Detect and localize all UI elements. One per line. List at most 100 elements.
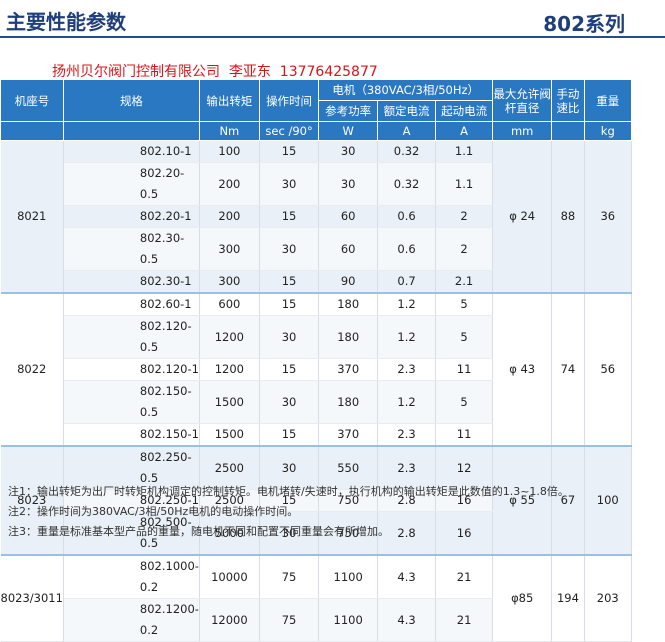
rated-cell: 0.32 bbox=[377, 140, 437, 163]
group-8022: 8022 802.60-1 600 15 180 1.2 5 φ 43 74 5… bbox=[0, 292, 633, 447]
power-cell: 180 bbox=[318, 380, 379, 424]
rated-cell: 4.3 bbox=[377, 598, 437, 642]
table-row: 802.250-1 2500 15 750 2.8 16 bbox=[1, 489, 632, 512]
spec-cell: 802.120-0.5 bbox=[63, 315, 200, 359]
time-cell: 15 bbox=[259, 270, 320, 294]
group-8023: 8023 802.250-0.5 2500 30 550 2.3 12 φ 55… bbox=[0, 445, 633, 556]
spec-cell: 802.150-1 bbox=[63, 423, 200, 447]
spec-cell: 802.120-1 bbox=[63, 358, 200, 381]
time-cell: 15 bbox=[259, 489, 320, 512]
unit-ratio bbox=[551, 121, 585, 141]
start-cell: 5 bbox=[435, 315, 494, 359]
header-time: 操作时间 bbox=[258, 79, 320, 122]
header-rated-current: 额定电流 bbox=[377, 100, 437, 122]
rated-cell: 1.2 bbox=[377, 380, 437, 424]
torque-cell: 300 bbox=[199, 227, 260, 271]
unit-spec bbox=[62, 121, 200, 141]
rated-cell: 4.3 bbox=[377, 554, 437, 599]
start-cell: 16 bbox=[435, 489, 494, 512]
torque-cell: 200 bbox=[199, 162, 260, 206]
torque-cell: 1500 bbox=[199, 380, 260, 424]
torque-cell: 2500 bbox=[199, 445, 260, 490]
rated-cell: 2.3 bbox=[377, 445, 437, 490]
rated-cell: 0.7 bbox=[377, 270, 437, 294]
performance-table: 机座号 规格 输出转矩 操作时间 电机（380VAC/3相/50Hz） 最大允许… bbox=[0, 79, 633, 642]
model-cell: 8022 bbox=[0, 292, 64, 447]
model-cell: 8023 bbox=[0, 445, 64, 556]
start-cell: 5 bbox=[435, 380, 494, 424]
power-cell: 370 bbox=[318, 423, 379, 447]
spec-cell: 802.1200-0.2 bbox=[63, 598, 200, 642]
header-power: 参考功率 bbox=[318, 100, 379, 122]
torque-cell: 1500 bbox=[199, 423, 260, 447]
unit-weight: kg bbox=[583, 121, 633, 141]
torque-cell: 10000 bbox=[199, 554, 260, 599]
unit-model bbox=[0, 121, 64, 141]
table-row: 8023 802.250-0.5 2500 30 550 2.3 12 φ 55… bbox=[0, 445, 633, 556]
unit-rated: A bbox=[377, 121, 437, 141]
table-row: 802.150-0.5 1500 30 180 1.2 5 bbox=[1, 380, 632, 424]
torque-cell: 12000 bbox=[199, 598, 260, 642]
header-motor: 电机（380VAC/3相/50Hz） bbox=[318, 79, 494, 101]
time-cell: 75 bbox=[259, 554, 320, 599]
power-cell: 750 bbox=[318, 489, 379, 512]
unit-stem: mm bbox=[492, 121, 553, 141]
time-cell: 15 bbox=[259, 205, 320, 228]
series-label: 802系列 bbox=[543, 12, 625, 36]
start-cell: 1.1 bbox=[435, 162, 494, 206]
rated-cell: 1.2 bbox=[377, 292, 437, 316]
spec-cell: 802.250-0.5 bbox=[63, 445, 200, 490]
power-cell: 1100 bbox=[318, 554, 379, 599]
table-row: 802.120-0.5 1200 30 180 1.2 5 bbox=[1, 315, 632, 359]
spec-cell: 802.150-0.5 bbox=[63, 380, 200, 424]
header-spec: 规格 bbox=[62, 79, 200, 122]
header-start-current: 起动电流 bbox=[435, 100, 494, 122]
rated-cell: 2.3 bbox=[377, 358, 437, 381]
power-cell: 180 bbox=[318, 292, 379, 316]
torque-cell: 600 bbox=[199, 292, 260, 316]
table-row: 8023/3011 802.1000-0.2 10000 75 1100 4.3… bbox=[0, 554, 633, 642]
torque-cell: 1200 bbox=[199, 358, 260, 381]
unit-power: W bbox=[318, 121, 379, 141]
start-cell: 21 bbox=[435, 598, 494, 642]
rated-cell: 0.6 bbox=[377, 227, 437, 271]
unit-time: sec /90° bbox=[258, 121, 320, 141]
spec-cell: 802.30-1 bbox=[63, 270, 200, 294]
start-cell: 21 bbox=[435, 554, 494, 599]
footnotes: 注1：输出转矩为出厂时转矩机构调定的控制转矩。电机堵转/失速时，执行机构的输出转… bbox=[8, 482, 569, 542]
stem-cell: φ 55 bbox=[492, 445, 553, 556]
torque-cell: 300 bbox=[199, 270, 260, 294]
start-cell: 1.1 bbox=[435, 140, 494, 163]
time-cell: 15 bbox=[259, 423, 320, 447]
rated-cell: 2.8 bbox=[377, 489, 437, 512]
torque-cell: 2500 bbox=[199, 489, 260, 512]
power-cell: 30 bbox=[318, 162, 379, 206]
weight-cell: 100 bbox=[584, 445, 633, 556]
header-stem: 最大允许阀杆直径 bbox=[492, 79, 553, 122]
header-divider bbox=[0, 36, 665, 38]
power-cell: 1100 bbox=[318, 598, 379, 642]
ratio-cell: 74 bbox=[551, 292, 585, 447]
table-row: 802.120-1 1200 15 370 2.3 11 bbox=[1, 358, 632, 381]
model-cell: 8021 bbox=[0, 140, 64, 294]
time-cell: 75 bbox=[259, 598, 320, 642]
power-cell: 550 bbox=[318, 445, 379, 490]
weight-cell: 56 bbox=[584, 292, 633, 447]
time-cell: 30 bbox=[259, 445, 320, 490]
table-row: 802.30-1 300 15 90 0.7 2.1 bbox=[1, 270, 632, 294]
start-cell: 2 bbox=[435, 227, 494, 271]
start-cell: 2.1 bbox=[435, 270, 494, 294]
unit-torque: Nm bbox=[198, 121, 260, 141]
stem-cell: φ 43 bbox=[492, 292, 553, 447]
rated-cell: 2.3 bbox=[377, 423, 437, 447]
time-cell: 15 bbox=[259, 292, 320, 316]
spec-cell: 802.20-1 bbox=[63, 205, 200, 228]
time-cell: 15 bbox=[259, 140, 320, 163]
start-cell: 12 bbox=[435, 445, 494, 490]
start-cell: 5 bbox=[435, 292, 494, 316]
spec-cell: 802.60-1 bbox=[63, 292, 200, 316]
time-cell: 15 bbox=[259, 358, 320, 381]
spec-cell: 802.20-0.5 bbox=[63, 162, 200, 206]
time-cell: 30 bbox=[259, 315, 320, 359]
ratio-cell: 88 bbox=[551, 140, 585, 294]
